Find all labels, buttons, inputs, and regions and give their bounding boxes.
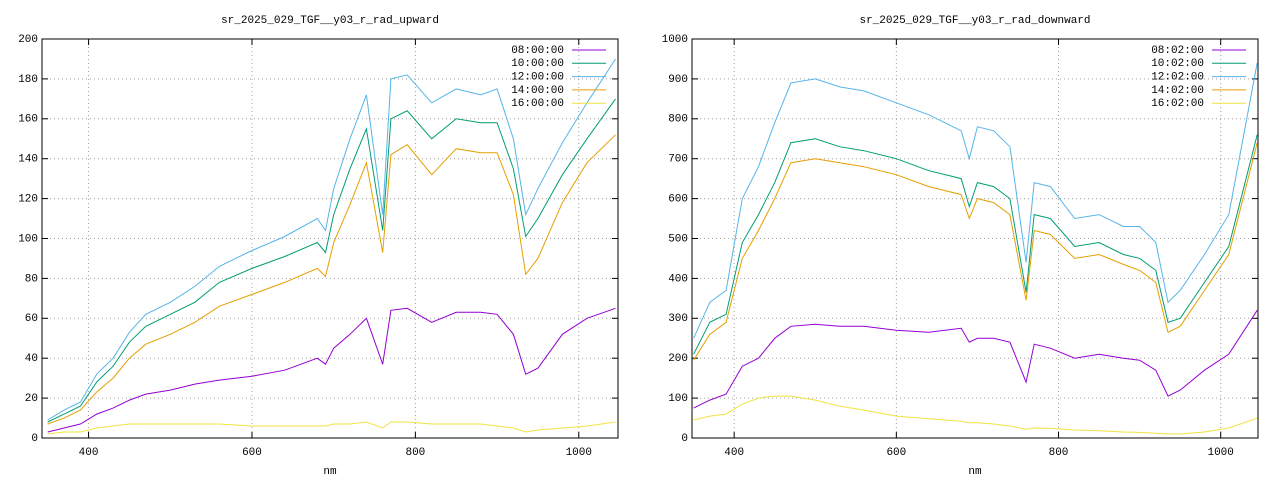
x-tick-label: 400 xyxy=(724,447,744,459)
y-tick-label: 160 xyxy=(18,114,38,126)
data-line xyxy=(693,62,1258,339)
legend-label: 10:00:00 xyxy=(511,58,564,70)
legend-label: 08:00:00 xyxy=(511,45,564,57)
legend-label: 16:00:00 xyxy=(511,98,564,110)
x-tick-label: 1000 xyxy=(1207,447,1233,459)
data-line xyxy=(693,310,1258,409)
x-tick-label: 600 xyxy=(242,447,262,459)
y-tick-label: 80 xyxy=(25,273,38,285)
chart-title: sr_2025_029_TGF__y03_r_rad_downward xyxy=(859,15,1090,27)
data-line xyxy=(47,134,616,425)
data-line xyxy=(693,142,1258,361)
x-tick-label: 400 xyxy=(79,447,99,459)
legend-label: 14:02:00 xyxy=(1151,85,1204,97)
y-tick-label: 120 xyxy=(18,194,38,206)
data-line xyxy=(47,58,616,421)
y-tick-label: 20 xyxy=(25,393,38,405)
y-tick-label: 1000 xyxy=(662,34,688,46)
y-tick-label: 100 xyxy=(668,393,688,405)
y-tick-label: 300 xyxy=(668,313,688,325)
legend-label: 12:02:00 xyxy=(1151,72,1204,84)
legend-label: 12:00:00 xyxy=(511,72,564,84)
y-tick-label: 200 xyxy=(18,34,38,46)
y-tick-label: 400 xyxy=(668,273,688,285)
y-tick-label: 200 xyxy=(668,353,688,365)
data-line xyxy=(693,134,1258,355)
legend-label: 10:02:00 xyxy=(1151,58,1204,70)
legend-label: 08:02:00 xyxy=(1151,45,1204,57)
x-tick-label: 600 xyxy=(886,447,906,459)
x-tick-label: 800 xyxy=(405,447,425,459)
y-tick-label: 0 xyxy=(681,433,688,445)
x-axis-label: nm xyxy=(323,466,337,478)
y-tick-label: 900 xyxy=(668,74,688,86)
data-line xyxy=(47,98,616,423)
data-line xyxy=(47,421,616,435)
data-line xyxy=(47,307,616,433)
y-tick-label: 60 xyxy=(25,313,38,325)
y-tick-label: 700 xyxy=(668,154,688,166)
x-tick-label: 800 xyxy=(1049,447,1069,459)
x-tick-label: 1000 xyxy=(566,447,592,459)
legend-label: 14:00:00 xyxy=(511,85,564,97)
y-tick-label: 800 xyxy=(668,114,688,126)
data-line xyxy=(693,395,1258,435)
plot-frame xyxy=(691,38,1259,439)
y-tick-label: 140 xyxy=(18,154,38,166)
y-tick-label: 0 xyxy=(31,433,38,445)
y-tick-label: 500 xyxy=(668,233,688,245)
chart-title: sr_2025_029_TGF__y03_r_rad_upward xyxy=(221,15,439,27)
plot-frame xyxy=(41,38,619,439)
y-tick-label: 600 xyxy=(668,194,688,206)
legend-label: 16:02:00 xyxy=(1151,98,1204,110)
y-tick-label: 100 xyxy=(18,233,38,245)
x-axis-label: nm xyxy=(968,466,982,478)
y-tick-label: 40 xyxy=(25,353,38,365)
y-tick-label: 180 xyxy=(18,74,38,86)
